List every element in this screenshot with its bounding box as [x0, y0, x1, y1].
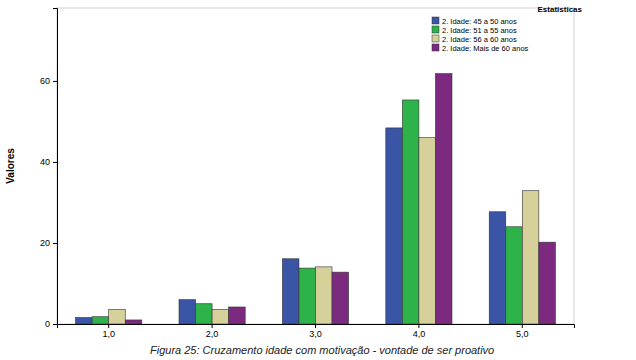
chart: 0 20 40 60 1,0 2,0 3,0 4,0 5,0 Valores Estatistica…	[0, 0, 636, 360]
bar-series	[109, 138, 539, 324]
tick-mark	[418, 324, 419, 328]
axis-line	[58, 325, 575, 329]
bar	[109, 309, 126, 324]
bar	[229, 307, 246, 324]
legend-swatch	[432, 44, 439, 51]
legend-label: 2. Idade: 56 a 60 anos	[442, 35, 517, 44]
tick: 40	[40, 157, 57, 167]
legend-label: 2. Idade: 45 a 50 anos	[442, 17, 517, 26]
tick-label: 40	[40, 157, 50, 167]
bar	[506, 227, 523, 324]
tick-label: 4,0	[413, 329, 426, 339]
plot: 0 20 40 60 1,0 2,0 3,0 4,0 5,0	[40, 8, 575, 339]
legend-swatch	[432, 35, 439, 42]
tick-mark	[315, 324, 316, 328]
bar	[435, 74, 452, 324]
legend-swatch	[432, 26, 439, 33]
bar	[419, 138, 436, 324]
bar	[179, 300, 196, 324]
bar	[402, 100, 419, 324]
bars	[76, 74, 556, 324]
x-axis: 1,0 2,0 3,0 4,0 5,0	[58, 324, 575, 339]
bar	[196, 304, 213, 324]
tick: 2,0	[206, 324, 219, 339]
legend: Estatisticas2. Idade: 45 a 50 anos2. Ida…	[432, 5, 583, 53]
bar	[125, 320, 142, 324]
bar	[489, 212, 506, 324]
bar-series	[125, 74, 555, 324]
plot-frame	[57, 8, 574, 324]
tick: 4,0	[413, 324, 426, 339]
tick-label: 0	[45, 319, 50, 329]
legend-swatch	[432, 17, 439, 24]
tick-label: 60	[40, 76, 50, 86]
tick-mark	[212, 324, 213, 328]
tick: 60	[40, 76, 57, 86]
tick: 0	[45, 319, 57, 329]
tick-mark	[53, 162, 57, 163]
legend-label: 2. Idade: Mais de 60 anos	[442, 44, 529, 53]
legend-title: Estatisticas	[538, 5, 583, 14]
bar	[539, 242, 556, 324]
legend-label: 2. Idade: 51 a 55 anos	[442, 26, 517, 35]
bar	[386, 128, 403, 324]
tick-mark	[53, 81, 57, 82]
tick-mark	[522, 324, 523, 328]
tick-label: 1,0	[102, 329, 115, 339]
legend-item: 2. Idade: Mais de 60 anos	[432, 44, 529, 53]
bar	[76, 318, 93, 324]
tick-mark	[53, 324, 57, 325]
bar	[299, 268, 316, 324]
tick: 5,0	[516, 324, 529, 339]
bar-series	[92, 100, 522, 324]
bar	[92, 317, 109, 324]
legend-item: 2. Idade: 51 a 55 anos	[432, 26, 517, 35]
legend-item: 2. Idade: 45 a 50 anos	[432, 17, 517, 26]
bar	[212, 309, 229, 324]
tick-label: 3,0	[309, 329, 322, 339]
tick: 1,0	[102, 324, 115, 339]
bar	[332, 272, 349, 324]
tick-label: 5,0	[516, 329, 529, 339]
tick-mark	[108, 324, 109, 328]
axis-line	[53, 9, 58, 325]
tick: 3,0	[309, 324, 322, 339]
axis-title: Valores	[5, 148, 16, 184]
tick-label: 20	[40, 238, 50, 248]
title: Figura 25: Cruzamento idade com motivaçã…	[150, 344, 494, 356]
legend-item: 2. Idade: 56 a 60 anos	[432, 35, 517, 44]
tick: 20	[40, 238, 57, 248]
tick-mark	[53, 243, 57, 244]
bar	[282, 259, 299, 324]
tick-label: 2,0	[206, 329, 219, 339]
bar	[522, 191, 539, 324]
y-axis: 0 20 40 60	[40, 9, 58, 330]
bar	[316, 267, 333, 324]
